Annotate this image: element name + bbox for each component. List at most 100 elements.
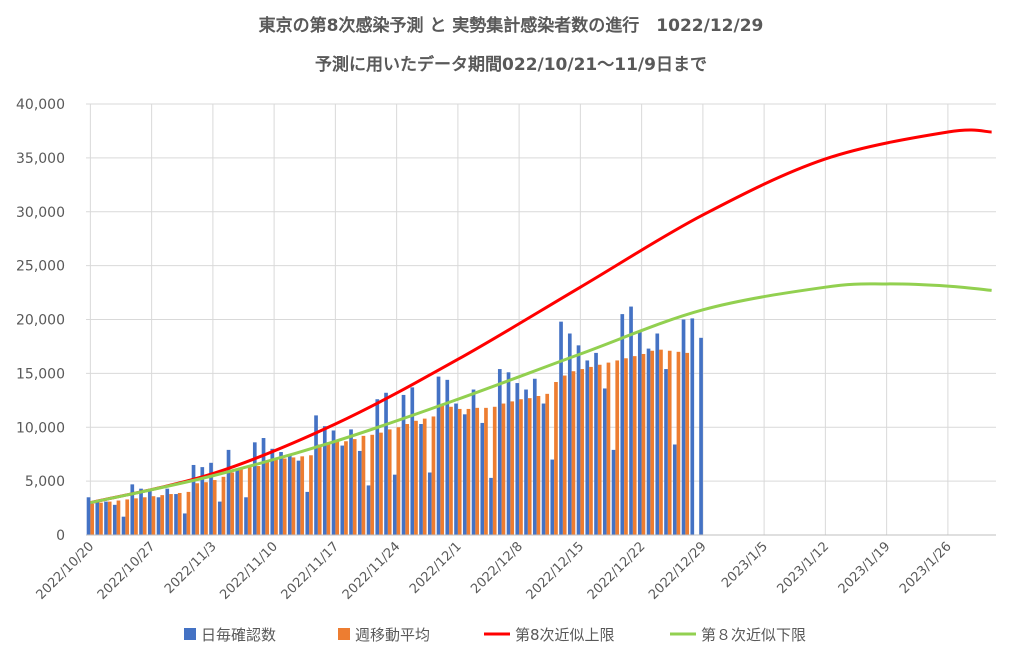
bar-0	[594, 352, 598, 535]
bar-1	[484, 407, 488, 535]
bar-0	[261, 438, 266, 535]
bar-1	[195, 483, 200, 535]
x-tick-label: 2022/11/24	[340, 539, 404, 603]
bar-0	[86, 497, 91, 535]
bar-1	[370, 434, 375, 535]
bar-0	[401, 394, 406, 535]
bar-1	[650, 350, 655, 535]
chart-title: 東京の第8次感染予測 と 実勢集計感染者数の進行 1022/12/29	[259, 15, 764, 36]
bar-1	[527, 398, 532, 535]
y-tick-label: 0	[56, 528, 65, 544]
bar-1	[291, 457, 296, 535]
bar-0	[357, 450, 362, 535]
legend-swatch	[184, 628, 196, 640]
x-tick-label: 2022/10/20	[34, 539, 98, 603]
bar-1	[554, 381, 558, 535]
bar-1	[589, 366, 593, 535]
bar-0	[165, 488, 170, 535]
bar-1	[501, 403, 506, 535]
bar-1	[107, 501, 112, 535]
bar-1	[440, 405, 445, 535]
bar-1	[387, 429, 392, 535]
bar-0	[567, 333, 572, 535]
bar-0	[121, 516, 126, 535]
bar-1	[606, 362, 611, 535]
bar-1	[659, 349, 663, 535]
bar-0	[436, 376, 441, 535]
bar-1	[571, 371, 576, 535]
chart-subtitle: 予測に用いたデータ期間022/10/21～11/9日まで	[315, 54, 707, 75]
bar-0	[559, 321, 563, 535]
bar-1	[361, 435, 366, 535]
x-tick-label: 2022/11/17	[279, 539, 343, 603]
bar-1	[352, 439, 357, 535]
bar-0	[480, 422, 485, 535]
bar-0	[279, 452, 283, 535]
bar-0	[497, 369, 502, 535]
y-axis-ticks: 0 5,000 10,000 15,000 20,000 25,000 30,000 35,0…	[16, 97, 65, 544]
bar-0	[524, 389, 528, 535]
bar-1	[624, 358, 628, 535]
line-series-0	[90, 128, 992, 505]
bar-0	[366, 485, 371, 535]
bar-0	[489, 477, 493, 535]
x-tick-label: 2022/12/15	[524, 539, 588, 603]
bar-0	[375, 399, 380, 535]
bar-1	[449, 406, 453, 535]
bar-1	[282, 458, 287, 535]
x-tick-label: 2022/12/29	[646, 539, 710, 603]
bar-1	[335, 441, 340, 535]
bar-1	[142, 497, 147, 535]
bar-1	[562, 375, 567, 535]
bar-1	[379, 432, 383, 535]
bar-0	[611, 449, 616, 535]
bar-0	[174, 494, 178, 535]
y-tick-label: 30,000	[16, 205, 65, 221]
bar-1	[597, 364, 602, 535]
bar-0	[419, 424, 423, 535]
bar-0	[340, 445, 345, 535]
bar-1	[230, 472, 235, 535]
bar-0	[392, 474, 397, 535]
bar-0	[139, 488, 143, 535]
bar-0	[112, 504, 117, 535]
bar-1	[422, 418, 427, 535]
bar-0	[699, 337, 703, 535]
bar-1	[536, 396, 541, 535]
bar-1	[221, 476, 226, 535]
bar-0	[646, 348, 651, 535]
bar-1	[125, 499, 130, 535]
bar-0	[147, 490, 152, 535]
bar-1	[344, 441, 348, 535]
bar-0	[217, 501, 222, 535]
bar-0	[270, 448, 275, 535]
bar-1	[519, 399, 523, 535]
bar-0	[226, 449, 231, 535]
y-tick-label: 10,000	[16, 420, 65, 436]
bar-1	[274, 459, 278, 535]
bar-1	[309, 455, 313, 535]
bar-1	[414, 420, 418, 535]
bar-1	[317, 444, 322, 535]
bar-0	[471, 389, 476, 535]
x-tick-label: 2023/1/26	[897, 539, 955, 597]
legend-label: 日毎確認数	[201, 626, 276, 644]
bar-0	[182, 513, 187, 535]
x-tick-label: 2022/12/8	[468, 539, 526, 597]
bar-1	[99, 502, 103, 535]
bar-1	[300, 456, 305, 535]
bar-1	[492, 406, 497, 535]
bar-0	[349, 429, 353, 535]
bar-0	[287, 455, 292, 535]
bar-0	[209, 462, 213, 535]
y-tick-label: 40,000	[16, 97, 65, 113]
legend-label: 第8次近似上限	[515, 626, 615, 644]
bar-0	[620, 314, 625, 535]
bar-0	[550, 459, 555, 535]
bar-0	[156, 497, 161, 535]
bar-1	[160, 495, 165, 535]
line-series	[90, 128, 992, 505]
bar-0	[681, 319, 686, 535]
bar-1	[431, 416, 436, 535]
